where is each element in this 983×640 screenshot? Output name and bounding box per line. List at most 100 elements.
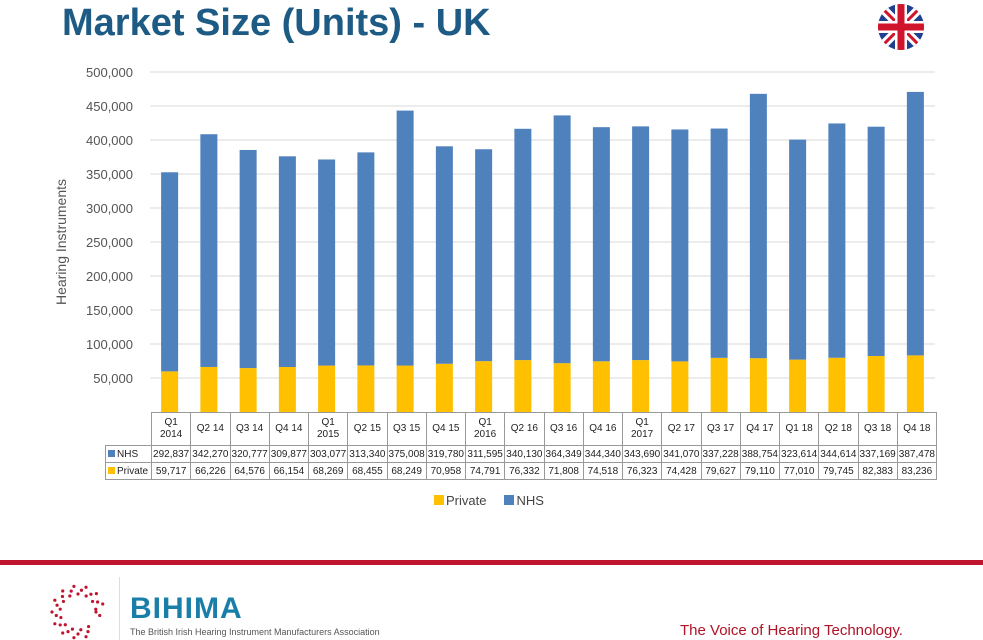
y-tick-label: 500,000 [86, 65, 133, 80]
y-tick-label: 200,000 [86, 269, 133, 284]
table-cell: 342,270 [190, 445, 231, 463]
table-cell: 292,837 [150, 445, 192, 463]
category-text: Q2 15 [353, 423, 381, 434]
bar-nhs [553, 115, 571, 364]
bar-nhs [671, 129, 689, 362]
bar-private [592, 361, 610, 412]
bar-private [867, 355, 885, 412]
table-cell: 82,383 [857, 462, 898, 480]
bar-private [632, 360, 650, 412]
category-label: Q2 14 [190, 412, 231, 446]
bar-private [475, 361, 493, 412]
data-table: Q1 2014 Q2 14 Q3 14 Q4 14 Q1 2015 Q2 15 Q3 15 Q… [105, 412, 938, 480]
bar-nhs [632, 126, 650, 361]
table-cell: 337,169 [857, 445, 898, 463]
table-cell: 323,614 [778, 445, 820, 463]
table-cell: 341,070 [661, 445, 702, 463]
table-cell: 79,110 [739, 462, 781, 480]
category-text: Q4 16 [589, 423, 617, 434]
table-cell: 387,478 [896, 445, 938, 463]
category-text: Q1 2016 [474, 417, 497, 440]
category-label: Q1 2017 [621, 412, 663, 446]
table-cell: 64,576 [229, 462, 270, 480]
category-text: Q1 18 [785, 423, 813, 434]
bar-private [161, 371, 179, 412]
category-label: Q2 15 [347, 412, 388, 446]
category-text: Q2 16 [510, 423, 538, 434]
bar-private [710, 357, 728, 412]
row-label: NHS [105, 445, 152, 463]
bar-nhs [828, 123, 846, 358]
table-cell: 340,130 [504, 445, 545, 463]
row-label: Private [105, 462, 152, 480]
category-label: Q4 18 [896, 412, 938, 446]
table-cell: 313,340 [347, 445, 388, 463]
category-text: Q4 17 [746, 423, 774, 434]
bar-nhs [867, 126, 885, 356]
stacked-bar-chart: - 50,000 100,000 150,000 200,000 250,000 300,0… [53, 65, 935, 412]
uk-flag-icon [878, 4, 924, 50]
category-text: Q4 15 [432, 423, 460, 434]
bar-nhs [906, 91, 924, 356]
legend-item-nhs: NHS [504, 493, 544, 508]
y-tick-label: 350,000 [86, 167, 133, 182]
tagline: The Voice of Hearing Technology. [680, 622, 903, 639]
table-cell: 79,627 [700, 462, 741, 480]
table-cell: 364,349 [543, 445, 584, 463]
brand-name: BIHIMA [130, 592, 243, 625]
bar-nhs [592, 127, 610, 362]
category-label: Q2 16 [504, 412, 545, 446]
bar-nhs [475, 149, 493, 362]
page-title: Market Size (Units) - UK [62, 2, 491, 44]
logo-divider [119, 577, 120, 640]
category-text: Q1 2015 [317, 417, 340, 440]
category-label: Q3 16 [543, 412, 584, 446]
bar-nhs [239, 149, 257, 369]
bar-nhs [396, 110, 414, 366]
table-cell: 74,428 [661, 462, 702, 480]
y-tick-label: 150,000 [86, 303, 133, 318]
table-cell: 77,010 [778, 462, 820, 480]
bar-nhs [435, 146, 453, 364]
table-cell: 76,332 [504, 462, 545, 480]
table-cell: 68,455 [347, 462, 388, 480]
category-label: Q4 15 [425, 412, 467, 446]
legend-item-private: Private [434, 493, 486, 508]
table-cell: 319,780 [425, 445, 467, 463]
y-tick-label: 100,000 [86, 337, 133, 352]
table-cell: 76,323 [621, 462, 663, 480]
category-label: Q4 17 [739, 412, 781, 446]
table-row-private: Private 59,717 66,226 64,576 66,154 68,269 68,… [105, 462, 938, 480]
table-cell: 68,269 [307, 462, 349, 480]
y-axis-label: Hearing Instruments [53, 179, 69, 305]
bar-private [239, 368, 257, 412]
bar-nhs [357, 152, 375, 366]
category-text: Q3 17 [707, 423, 735, 434]
legend-label: NHS [516, 493, 544, 508]
category-label: Q3 18 [857, 412, 898, 446]
table-cell: 343,690 [621, 445, 663, 463]
bar-private [396, 365, 414, 412]
brand-subtitle: The British Irish Hearing Instrument Man… [130, 627, 380, 637]
bar-private [906, 355, 924, 412]
table-cell: 59,717 [150, 462, 192, 480]
y-tick-label: 450,000 [86, 99, 133, 114]
table-header-row: Q1 2014 Q2 14 Q3 14 Q4 14 Q1 2015 Q2 15 Q3 15 Q… [105, 412, 938, 446]
legend: Private NHS [434, 493, 544, 508]
footer-divider [0, 560, 983, 565]
bar-nhs [278, 156, 296, 368]
y-tick-label: 250,000 [86, 235, 133, 250]
table-cell: 83,236 [896, 462, 938, 480]
table-cell: 375,008 [386, 445, 427, 463]
y-tick-label: 400,000 [86, 133, 133, 148]
category-label: Q1 2014 [150, 412, 192, 446]
table-cell: 311,595 [464, 445, 506, 463]
bar-nhs [161, 172, 179, 372]
table-cell: 344,340 [582, 445, 624, 463]
bar-private [318, 365, 336, 412]
bihima-logo-icon [50, 584, 105, 640]
table-cell: 303,077 [307, 445, 349, 463]
bar-private [435, 363, 453, 412]
bar-private [671, 361, 689, 412]
bar-private [514, 360, 532, 412]
